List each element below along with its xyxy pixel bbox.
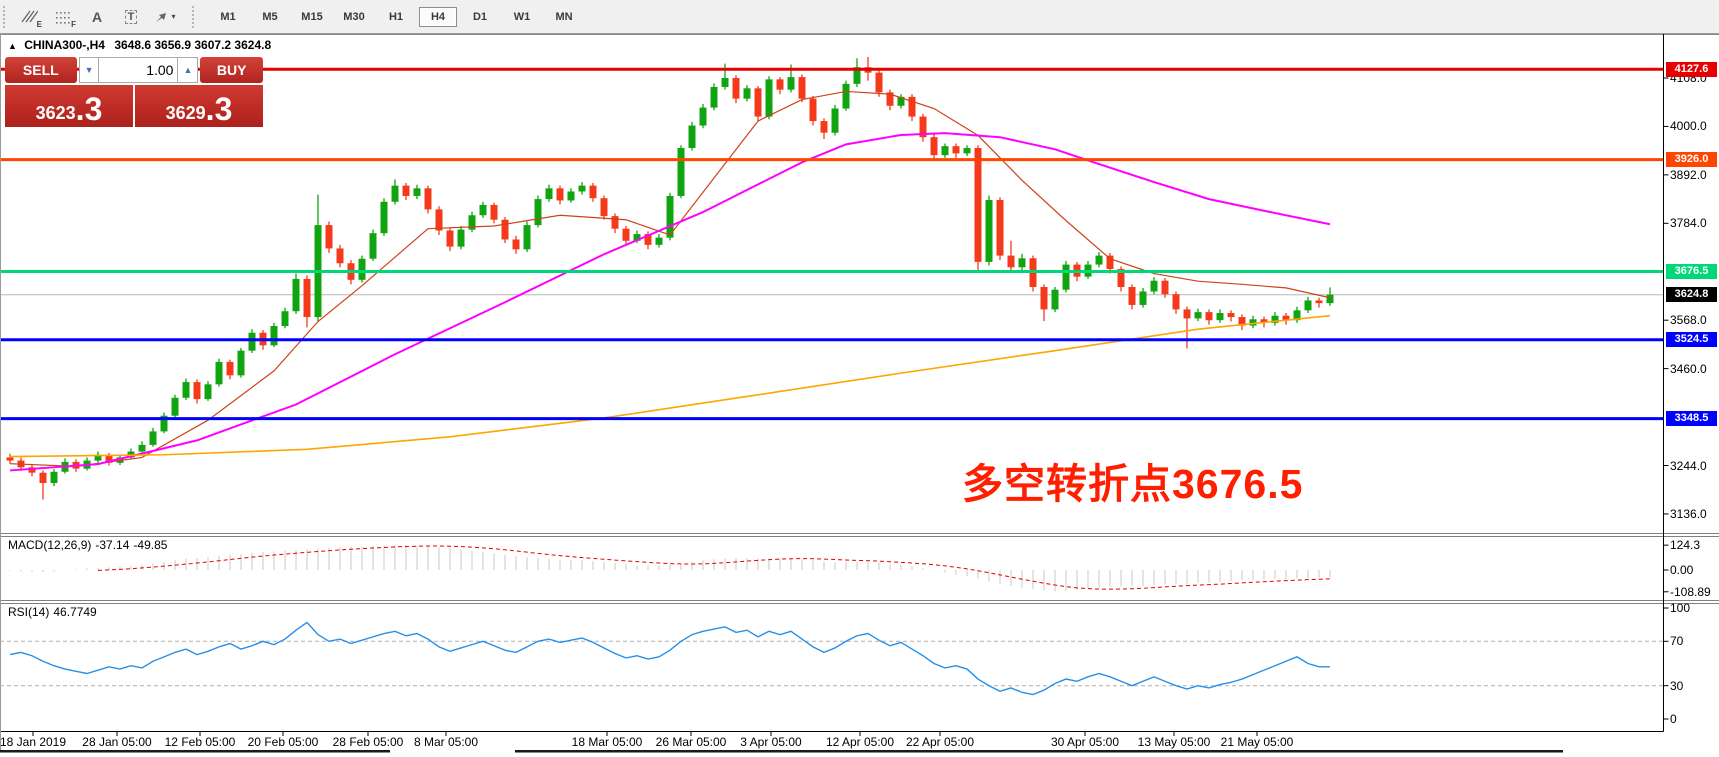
x-axis-date-label: 28 Feb 05:00: [332, 735, 404, 749]
y-axis-tick-label: 3244.0: [1670, 458, 1707, 473]
macd-value-2: -49.85: [133, 538, 168, 552]
timeframe-button-m1[interactable]: M1: [220, 10, 236, 23]
macd-signal-line: [97, 545, 1331, 590]
text-label-icon[interactable]: A: [91, 8, 103, 25]
macd-panel: [9, 545, 1331, 592]
chart-title: ▲ CHINA300-,H4 3648.6 3656.9 3607.2 3624…: [8, 38, 271, 52]
toolbar-separator: [192, 5, 197, 28]
macd-label: MACD(12,26,9) -37.14 -49.85: [8, 538, 171, 552]
current-price-badge: 3624.8: [1666, 287, 1717, 303]
chart-canvas[interactable]: [0, 34, 1719, 757]
collapse-arrow-icon[interactable]: ▲: [8, 41, 17, 51]
timeframe-button-m30[interactable]: M30: [343, 10, 365, 23]
timeframe-toolbar: M1 M5 M15 M30 H1 H4 D1 W1 MN: [207, 6, 585, 27]
volume-decrease-button[interactable]: ▼: [78, 57, 100, 83]
price-level-badge: 3348.5: [1666, 411, 1717, 427]
one-click-trading-panel: SELL ▼ ▲ BUY 3623 .3 3629 .3: [5, 57, 263, 127]
ma-mid-line: [9, 132, 1331, 472]
macd-axis-label: 0.00: [1670, 563, 1694, 577]
sell-price-display[interactable]: 3623 .3: [5, 85, 133, 127]
y-axis-tick-label: 3460.0: [1670, 361, 1707, 376]
rsi-axis-label: 0: [1670, 712, 1677, 726]
x-axis-date-label: 8 Mar 05:00: [413, 735, 479, 749]
sell-price-fraction: .3: [75, 91, 103, 127]
ma-fast-line: [9, 90, 1331, 468]
buy-button[interactable]: BUY: [200, 57, 263, 83]
rsi-axis-label: 70: [1670, 634, 1684, 649]
y-axis-tick-label: 3136.0: [1670, 506, 1707, 521]
rsi-panel: [0, 621, 1664, 696]
x-axis-date-label: 30 Apr 05:00: [1050, 735, 1120, 749]
sell-button[interactable]: SELL: [5, 57, 77, 83]
fibonacci-grid-icon[interactable]: F: [49, 5, 77, 29]
buy-price-display[interactable]: 3629 .3: [135, 85, 263, 127]
x-axis-date-label: 13 May 05:00: [1137, 735, 1211, 749]
rsi-line: [9, 621, 1330, 696]
price-level-badge: 3676.5: [1666, 264, 1717, 280]
rsi-name: RSI(14): [8, 605, 50, 619]
x-axis-date-label: 21 May 05:00: [1220, 735, 1294, 749]
x-axis-date-label: 3 Apr 05:00: [740, 735, 802, 749]
timeframe-button-m15[interactable]: M15: [301, 10, 323, 23]
x-axis-date-label: 22 Apr 05:00: [905, 735, 975, 749]
rsi-value: 46.7749: [53, 605, 97, 619]
timeframe-button-h1[interactable]: H1: [388, 10, 404, 23]
chart-text-annotation: 多空转折点3676.5: [962, 461, 1304, 507]
buy-price-fraction: .3: [205, 91, 233, 127]
y-axis-tick-label: 3568.0: [1670, 313, 1707, 328]
ohlc-values: 3648.6 3656.9 3607.2 3624.8: [114, 38, 272, 52]
axis-ticks: [32, 77, 1669, 736]
macd-value-1: -37.14: [95, 538, 130, 552]
macd-name: MACD(12,26,9): [8, 538, 92, 552]
y-axis-tick-label: 3784.0: [1670, 216, 1707, 231]
macd-axis-label: 124.3: [1670, 538, 1701, 553]
timeframe-button-h4[interactable]: H4: [419, 6, 457, 27]
symbol-period-label: CHINA300-,H4: [24, 38, 105, 52]
rsi-axis-label: 100: [1670, 601, 1691, 615]
x-axis-date-label: 12 Feb 05:00: [164, 735, 236, 749]
y-axis-tick-label: 3892.0: [1670, 167, 1707, 182]
sell-price-main: 3623: [35, 103, 76, 123]
volume-input[interactable]: [99, 57, 178, 83]
toolbar-drag-handle: [3, 5, 8, 28]
rsi-axis-label: 30: [1670, 678, 1684, 693]
price-level-badge: 3524.5: [1666, 332, 1717, 348]
y-axis-tick-label: 4000.0: [1670, 119, 1707, 134]
main-price-panel: [0, 56, 1664, 500]
bottom-edge-right: [515, 750, 1563, 753]
toolbar: E F A T ▾ M1 M5 M15 M30 H1 H4 D1 W1 MN: [0, 0, 1719, 34]
buy-price-main: 3629: [165, 103, 206, 123]
x-axis-date-label: 20 Feb 05:00: [247, 735, 319, 749]
timeframe-button-d1[interactable]: D1: [472, 10, 488, 23]
x-axis-date-label: 18 Mar 05:00: [571, 735, 643, 749]
price-level-badge: 4127.6: [1666, 61, 1717, 77]
price-level-badge: 3926.0: [1666, 152, 1717, 168]
x-axis-date-label: 26 Mar 05:00: [655, 735, 727, 749]
arrows-tool-icon[interactable]: ▾: [151, 5, 179, 29]
timeframe-button-w1[interactable]: W1: [513, 10, 531, 23]
x-axis-date-label: 28 Jan 05:00: [82, 735, 152, 749]
candlestick-series: [6, 56, 1334, 500]
text-box-icon[interactable]: T: [117, 5, 145, 29]
equidistant-channel-icon[interactable]: E: [15, 5, 43, 29]
volume-increase-button[interactable]: ▲: [177, 57, 199, 83]
timeframe-button-mn[interactable]: MN: [555, 10, 573, 23]
macd-axis-label: -108.89: [1670, 584, 1711, 599]
x-axis-date-label: 18 Jan 2019: [0, 735, 67, 749]
timeframe-button-m5[interactable]: M5: [262, 10, 278, 23]
rsi-label: RSI(14) 46.7749: [8, 605, 101, 619]
panel-borders: [0, 34, 1719, 752]
x-axis-date-label: 12 Apr 05:00: [825, 735, 895, 749]
bottom-edge-left: [0, 750, 390, 753]
